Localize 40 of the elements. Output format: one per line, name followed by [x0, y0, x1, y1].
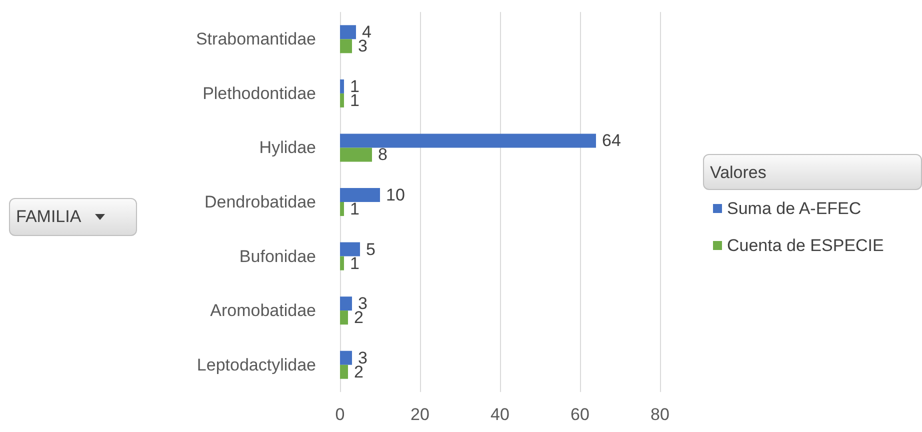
x-tick-label: 80	[650, 405, 670, 424]
legend-label: Suma de A-EFEC	[727, 199, 862, 218]
data-label: 1	[350, 200, 360, 218]
data-label: 1	[350, 254, 360, 273]
y-tick-label: Hylidae	[259, 138, 316, 158]
data-label: 8	[378, 145, 388, 164]
data-label: 64	[602, 131, 621, 150]
x-tick-label: 60	[570, 405, 590, 424]
data-label: 5	[366, 240, 376, 259]
legend-title: Valores	[703, 154, 922, 190]
text: FAMILIA	[16, 207, 82, 227]
y-tick-label: Dendrobatidae	[204, 192, 316, 212]
data-label: 2	[354, 362, 364, 382]
data-label: 2	[354, 308, 364, 328]
y-tick-label: Bufonidae	[239, 246, 316, 266]
y-tick-label: Leptodactylidae	[196, 355, 316, 374]
bar	[340, 39, 352, 54]
bar	[340, 188, 380, 202]
bar	[340, 79, 344, 94]
bar	[340, 364, 348, 379]
bar	[340, 296, 352, 311]
bar	[340, 148, 372, 162]
data-label: 3	[358, 36, 368, 56]
bar	[340, 256, 344, 270]
bar	[340, 25, 356, 40]
y-tick-label: Strabomantidae	[196, 30, 316, 49]
bar	[340, 350, 352, 365]
data-label: 1	[350, 90, 360, 110]
x-tick-label: 0	[335, 405, 345, 424]
bar	[340, 202, 344, 216]
x-tick-label: 40	[490, 405, 510, 424]
y-tick-label: Aromobatidae	[210, 301, 316, 320]
bar	[340, 93, 344, 108]
bar	[340, 242, 360, 256]
data-label: 10	[386, 186, 405, 204]
y-tick-label: Plethodontidae	[202, 84, 316, 103]
legend-label: Cuenta de ESPECIE	[727, 236, 884, 255]
bar	[340, 310, 348, 325]
x-tick-label: 20	[410, 405, 430, 424]
bar	[340, 134, 596, 148]
